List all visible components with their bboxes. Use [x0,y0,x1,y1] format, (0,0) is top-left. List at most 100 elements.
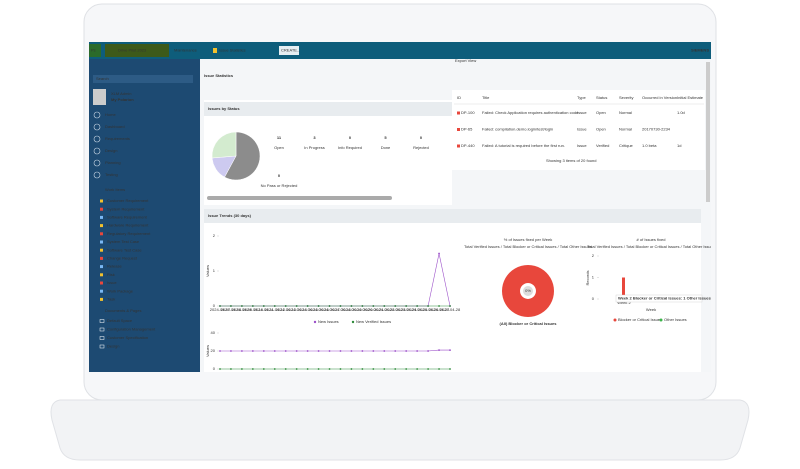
y-tick-label: 2 [592,253,595,258]
y-axis-label: Values [205,345,210,357]
point [219,350,221,352]
stat-value: 0 [278,173,281,178]
app: Ps Drive Pilot 2023 Maintenance Issue Stati… [89,42,711,372]
point [219,305,221,307]
folder: Customer Specification [107,335,148,340]
point [372,350,375,352]
x-tick-label: 2024-04-27 [429,307,450,312]
point [438,368,440,370]
x-tick-label: Week 2 [617,300,631,305]
export-link: Export View [455,58,476,63]
stat-label: Done [381,145,391,150]
x-tick-label: 2024-04-18 [330,307,351,312]
nav-item: Planning [105,160,121,165]
work-item-type: Issue [107,280,117,285]
project-box [105,44,169,57]
panel-title: Issue Trends (30 days) [208,213,252,218]
avatar [93,89,106,105]
folder: Configuration Management [107,327,156,332]
x-tick-label: 2024-04-12 [265,307,286,312]
table-header: Occurred in Version [642,95,677,100]
x-tick-label: 2024-04-11 [254,307,275,312]
folder-icon [99,344,105,349]
create-button[interactable] [279,46,299,55]
legend-label: (All) Blocker or Critical Issues [500,321,558,326]
point [438,305,440,307]
folder: Design [107,344,119,349]
table-cell: Failed: compilation.demo.login/test/logi… [482,127,553,132]
point [251,305,254,307]
x-tick-label: 2024-04-10 [243,307,264,312]
point [262,305,265,307]
point [427,368,429,370]
sidebar [89,59,200,372]
nav-icon [93,171,101,179]
point [241,350,243,352]
work-item-type: Customer Requirement [107,198,149,203]
point [230,350,232,352]
x-tick-label: 2024-04-15 [297,307,318,312]
chart-subtitle: Total Verified Issues / Total Blocker or… [464,244,592,249]
legend-label: New Issues [318,319,339,324]
x-tick-label: 2024-04-17 [319,307,340,312]
stat-label: In Progress [304,145,324,150]
table-cell: DP-65 [461,127,473,132]
type-icon [100,256,103,260]
point [306,368,309,370]
x-tick-label: 2024-04-09 [232,307,253,312]
bar [622,277,625,299]
type-icon [100,215,103,219]
point [405,305,408,307]
type-icon [100,207,103,211]
table-cell: Issue [577,143,587,148]
point [405,368,408,370]
type-icon [100,265,103,269]
y-tick-label: 0 [592,296,595,301]
nav-icon [93,159,101,167]
work-item-type: System Requirement [107,206,145,211]
table-cell: Verified [596,143,609,148]
point [284,305,287,307]
table-cell: Open [596,127,606,132]
user-name: XLM Admin [111,91,131,96]
point [416,368,419,370]
nav-item: Work Items [105,187,125,192]
trends-header [204,209,701,223]
nav-icon [93,135,101,143]
table-panel [452,90,705,170]
point [427,305,429,307]
x-tick-label: 2024-04-25 [407,307,428,312]
y-tick-label: 20 [211,348,216,353]
type-icon [100,273,103,277]
x-tick-label: 2024-04-28 [440,307,461,312]
work-item-type: Work Package [107,288,134,293]
x-tick-label: 2024-04-20 [352,307,373,312]
x-tick-label: 2024-04-08 [221,307,242,312]
legend-label: New Verified Issues [356,319,391,324]
table-header: Status [596,95,607,100]
point [339,350,342,352]
table-cell: Issue [577,127,587,132]
point [427,350,429,352]
y-tick-label: 2 [213,233,216,238]
point [350,368,353,370]
table-header: Title [482,95,490,100]
user-sub: My Polarion [111,97,134,102]
legend-swatch [613,318,617,322]
pie-slice [211,131,237,159]
search-box[interactable] [93,75,193,83]
point [394,305,397,307]
x-axis-label: Week [646,307,656,312]
work-item-type: Change Request [107,255,138,260]
point [230,305,232,307]
type-icon [457,144,460,148]
point [394,368,397,370]
nav-item: Design [105,148,117,153]
x-tick-label: 2024-04-21 [363,307,384,312]
x-tick-label: 2024-04-19 [341,307,362,312]
point [350,305,353,307]
legend-label: Blocker or Critical Issues [618,317,662,322]
series-line [220,349,450,352]
